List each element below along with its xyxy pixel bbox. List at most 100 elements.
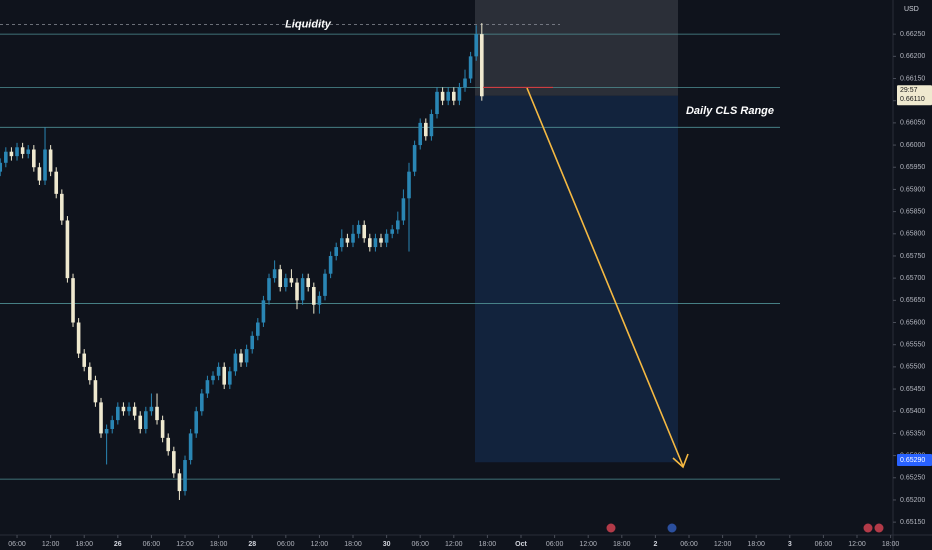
zones bbox=[475, 0, 678, 463]
x-tick-label: 30 bbox=[383, 541, 391, 548]
x-tick-label: 12:00 bbox=[176, 541, 194, 548]
axes: 0.651500.652000.652500.653000.653500.654… bbox=[8, 31, 932, 548]
candle-body bbox=[15, 147, 19, 157]
x-tick-label: 12:00 bbox=[714, 541, 732, 548]
candle-body bbox=[256, 322, 260, 336]
last-price-tag bbox=[897, 85, 932, 106]
candle-body bbox=[239, 353, 243, 363]
candle-body bbox=[340, 238, 344, 248]
candle-body bbox=[295, 282, 299, 301]
candle-body bbox=[132, 406, 137, 416]
event-icon[interactable] bbox=[874, 523, 884, 533]
x-tick-label: 3 bbox=[788, 541, 792, 548]
candle-body bbox=[300, 278, 305, 301]
event-icon[interactable] bbox=[606, 523, 616, 533]
candle-body bbox=[317, 295, 322, 305]
candle-body bbox=[446, 91, 451, 101]
candle-body bbox=[166, 437, 171, 452]
candle-body bbox=[43, 149, 47, 181]
candle-body bbox=[211, 375, 215, 381]
candle-body bbox=[362, 224, 367, 239]
candle-body bbox=[116, 406, 120, 421]
candle-body bbox=[328, 255, 333, 274]
candle-body bbox=[65, 220, 70, 279]
y-tick-label: 0.66000 bbox=[900, 142, 925, 149]
candle-body bbox=[82, 353, 87, 367]
candle-body bbox=[440, 91, 445, 101]
target-price-label: 0.65290 bbox=[900, 457, 925, 464]
candle-body bbox=[127, 406, 131, 412]
projection-arrowhead bbox=[672, 453, 689, 469]
candle-body bbox=[289, 278, 294, 283]
candle-body bbox=[149, 406, 154, 412]
x-tick-label: 18:00 bbox=[613, 541, 631, 548]
candle-body bbox=[172, 451, 176, 474]
event-icon[interactable] bbox=[667, 523, 677, 533]
candle-body bbox=[373, 238, 378, 248]
candle-body bbox=[272, 269, 277, 279]
stop-zone bbox=[475, 0, 678, 96]
candle-body bbox=[480, 34, 484, 97]
y-tick-label: 0.65450 bbox=[900, 386, 925, 393]
range-label: Daily CLS Range bbox=[686, 105, 774, 117]
candle-body bbox=[401, 198, 406, 221]
x-tick-label: 12:00 bbox=[579, 541, 597, 548]
candle-body bbox=[368, 238, 372, 248]
candle-body bbox=[76, 322, 81, 354]
candle-body bbox=[194, 411, 199, 434]
candle-body bbox=[222, 366, 227, 385]
candle-body bbox=[418, 122, 423, 146]
x-tick-label: Oct bbox=[515, 541, 527, 548]
x-tick-label: 18:00 bbox=[210, 541, 228, 548]
candle-body bbox=[155, 406, 159, 421]
candle-body bbox=[144, 411, 148, 429]
candle-body bbox=[284, 278, 288, 288]
x-tick-label: 06:00 bbox=[546, 541, 564, 548]
x-tick-label: 06:00 bbox=[8, 541, 26, 548]
candle-body bbox=[468, 56, 473, 79]
candle-body bbox=[71, 278, 75, 323]
y-tick-label: 0.65600 bbox=[900, 319, 925, 326]
candle-body bbox=[228, 371, 232, 385]
candle-body bbox=[205, 380, 210, 394]
y-tick-label: 0.65950 bbox=[900, 164, 925, 171]
candle-body bbox=[261, 300, 266, 323]
x-tick-label: 12:00 bbox=[311, 541, 329, 548]
projection-arrow bbox=[526, 87, 684, 467]
y-tick-label: 0.65400 bbox=[900, 408, 925, 415]
candle-body bbox=[37, 167, 42, 181]
event-icon[interactable] bbox=[863, 523, 873, 533]
target-price-tag bbox=[897, 454, 932, 467]
y-tick-label: 0.65850 bbox=[900, 208, 925, 215]
candle-body bbox=[233, 353, 238, 372]
last-price-label: 0.66110 bbox=[900, 96, 925, 103]
candle-body bbox=[334, 247, 339, 256]
candle-body bbox=[452, 91, 456, 101]
candle-body bbox=[121, 406, 126, 412]
candle-body bbox=[32, 149, 36, 168]
candle-body bbox=[396, 220, 400, 230]
candle-body bbox=[110, 420, 115, 429]
candle-body bbox=[244, 349, 249, 363]
candle-body bbox=[188, 433, 193, 461]
candle-body bbox=[384, 233, 389, 243]
candle-body bbox=[26, 149, 31, 154]
y-tick-label: 0.65700 bbox=[900, 275, 925, 282]
x-tick-label: 06:00 bbox=[277, 541, 295, 548]
candle-body bbox=[356, 224, 361, 234]
candle-body bbox=[177, 473, 182, 492]
candle-body bbox=[407, 171, 411, 199]
candle-body bbox=[463, 78, 467, 88]
candle-body bbox=[88, 366, 92, 381]
x-tick-label: 12:00 bbox=[42, 541, 60, 548]
candle-body bbox=[4, 151, 8, 163]
candle-body bbox=[138, 415, 143, 429]
y-tick-label: 0.65250 bbox=[900, 475, 925, 482]
x-tick-label: 12:00 bbox=[445, 541, 463, 548]
x-tick-label: 2 bbox=[653, 541, 657, 548]
candle-body bbox=[312, 287, 316, 305]
candle-body bbox=[457, 87, 462, 101]
candle-body bbox=[160, 420, 165, 438]
y-tick-label: 0.65150 bbox=[900, 519, 925, 526]
y-tick-label: 0.65200 bbox=[900, 497, 925, 504]
